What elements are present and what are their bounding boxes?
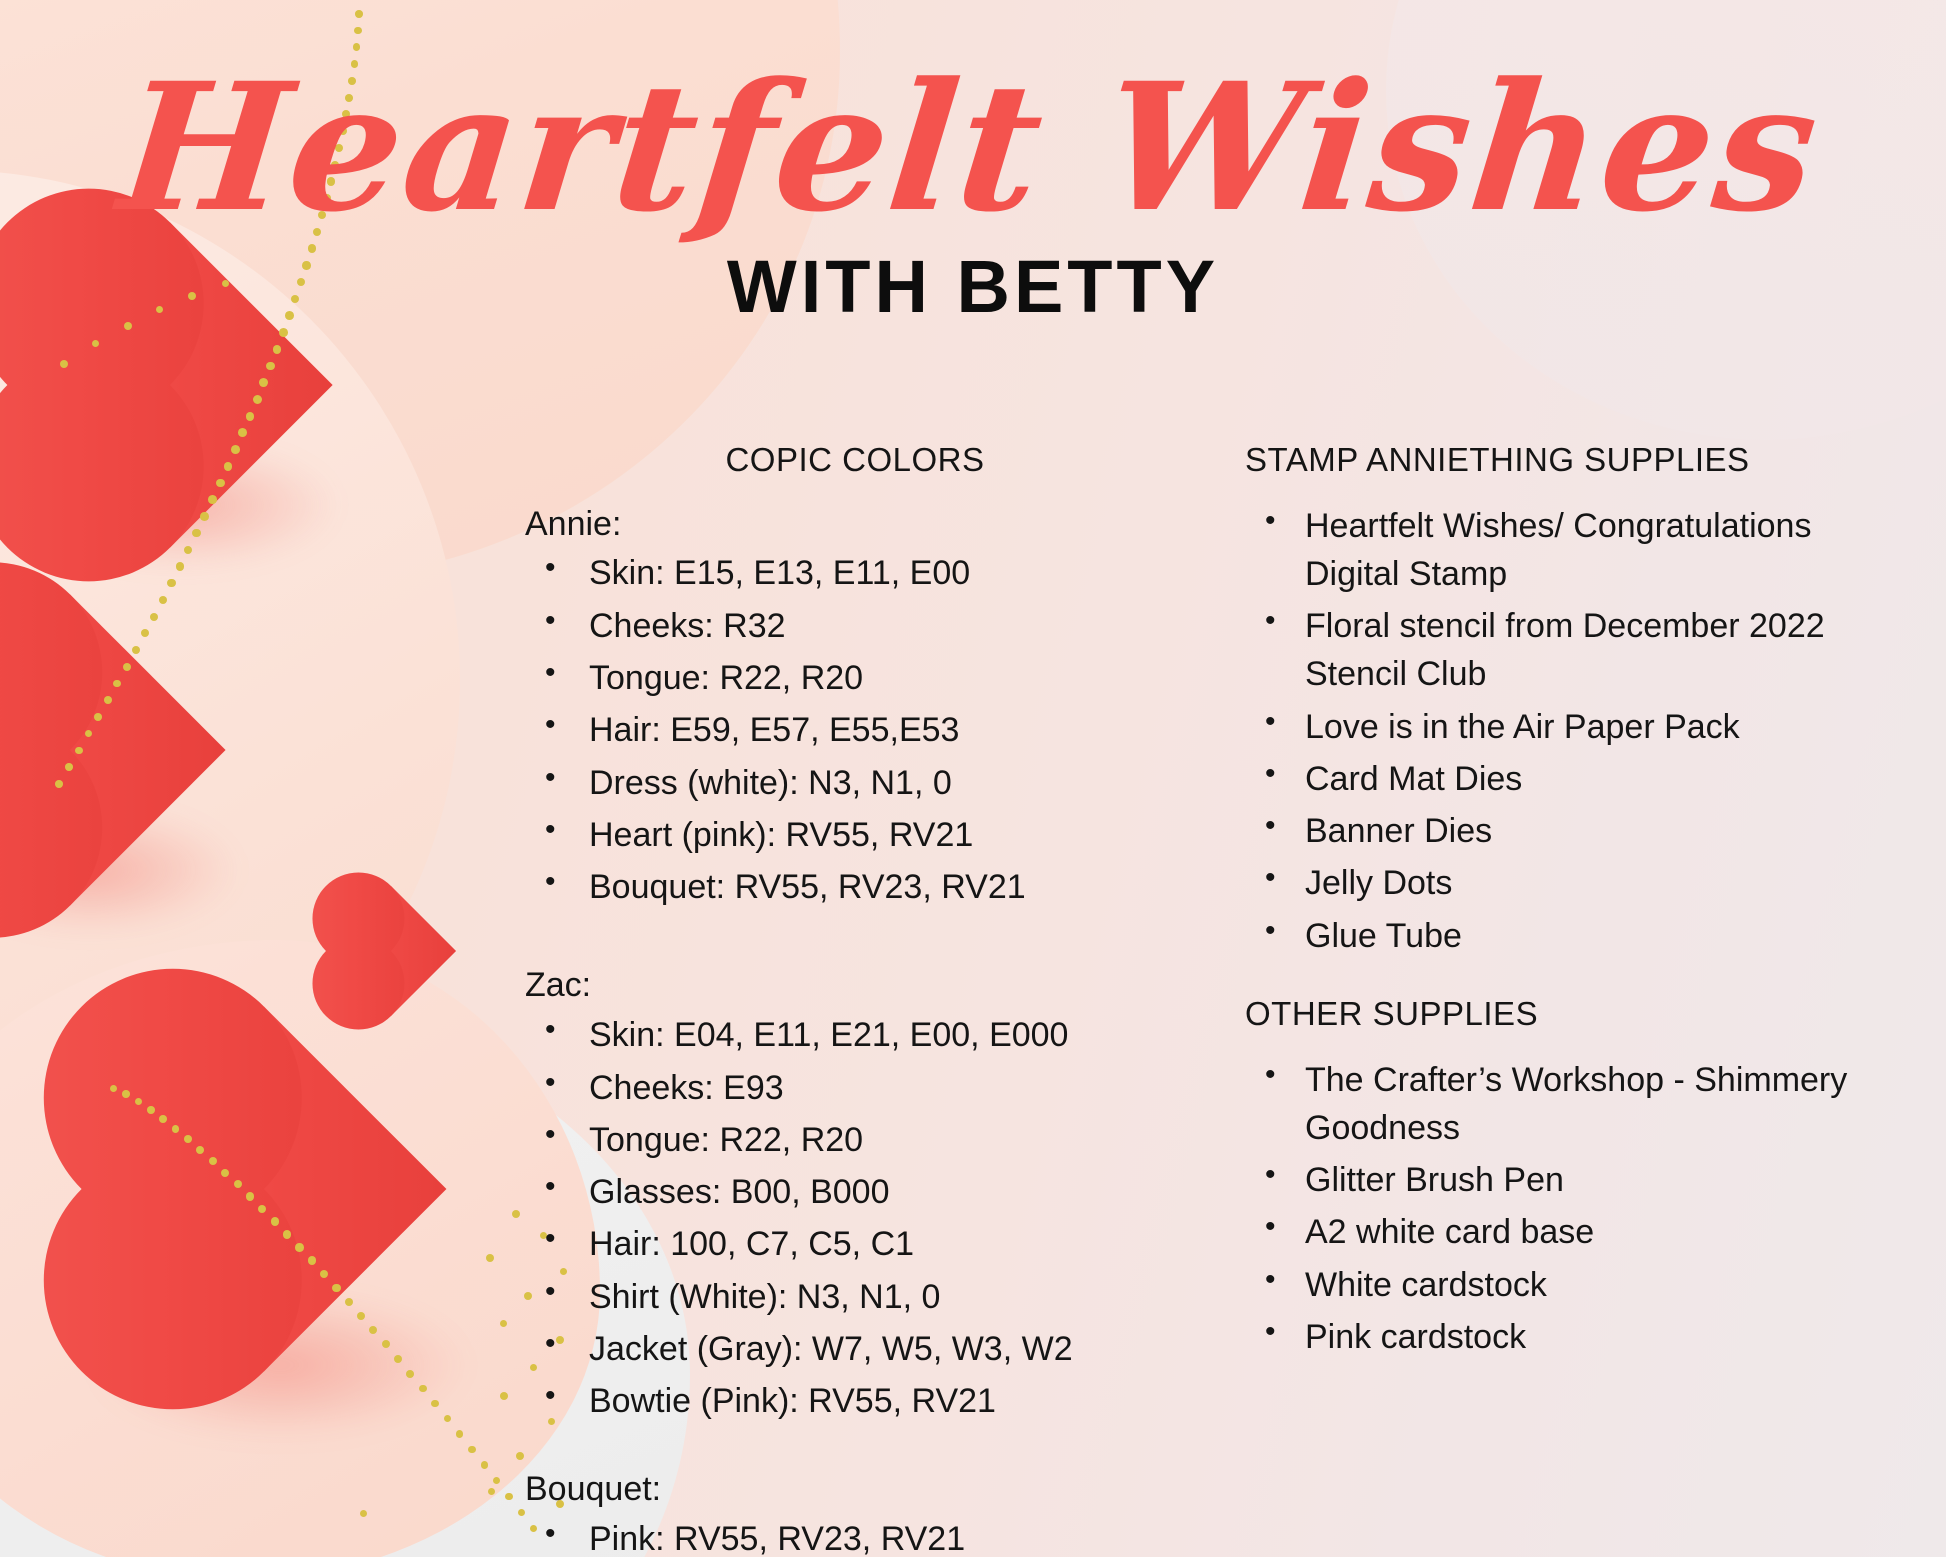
list-item: Cheeks: E93 xyxy=(541,1061,1185,1112)
spacer xyxy=(525,915,1185,963)
stamp-supplies-heading: STAMP ANNIETHING SUPPLIES xyxy=(1245,441,1750,478)
group-title-annie: Annie: xyxy=(525,504,622,543)
group-zac: Zac: Skin: E04, E11, E21, E00, E000 Chee… xyxy=(525,963,1185,1425)
list-item: Glue Tube xyxy=(1261,910,1865,960)
gold-dot xyxy=(266,361,275,371)
list-item: Shirt (White): N3, N1, 0 xyxy=(541,1271,1185,1321)
list-item: Dress (white): N3, N1, 0 xyxy=(541,757,1185,807)
list-item: Glasses: B00, B000 xyxy=(541,1166,1185,1216)
list-item: Pink cardstock xyxy=(1261,1311,1865,1361)
page-subtitle: WITH BETTY xyxy=(726,245,1220,328)
list-item: Hair: E59, E57, E55,E53 xyxy=(541,704,1185,754)
group-title-zac: Zac: xyxy=(525,966,592,1005)
group-annie: Annie: Skin: E15, E13, E11, E00 Cheeks: … xyxy=(525,502,1185,912)
group-bouquet: Bouquet: Pink: RV55, RV23, RV21 xyxy=(525,1467,1185,1557)
list-item: The Crafter’s Workshop - Shimmery Goodne… xyxy=(1261,1054,1865,1153)
gold-dot xyxy=(92,340,99,347)
supplies-column: STAMP ANNIETHING SUPPLIES Heartfelt Wish… xyxy=(1245,440,1865,1557)
gold-dot xyxy=(259,378,269,388)
list-item: Jacket (Gray): W7, W5, W3, W2 xyxy=(541,1323,1185,1373)
list-item: Heartfelt Wishes/ Congratulations Digita… xyxy=(1261,500,1865,599)
list-bouquet-colors: Pink: RV55, RV23, RV21 xyxy=(525,1513,1185,1557)
list-item: Skin: E04, E11, E21, E00, E000 xyxy=(541,1009,1185,1059)
poster-header: Heartfelt Wishes WITH BETTY xyxy=(0,0,1946,324)
list-item: Love is in the Air Paper Pack xyxy=(1261,701,1865,751)
list-zac-colors: Skin: E04, E11, E21, E00, E000 Cheeks: E… xyxy=(525,1009,1185,1425)
list-item: Cheeks: R32 xyxy=(541,600,1185,650)
list-item: Banner Dies xyxy=(1261,805,1865,855)
spacer xyxy=(1245,964,1865,994)
list-item: A2 white card base xyxy=(1261,1206,1865,1256)
list-item: Skin: E15, E13, E11, E00 xyxy=(541,547,1185,597)
other-supplies-heading: OTHER SUPPLIES xyxy=(1245,994,1539,1032)
list-item: Tongue: R22, R20 xyxy=(541,652,1185,702)
list-item: Hair: 100, C7, C5, C1 xyxy=(541,1218,1185,1268)
list-item: Floral stencil from December 2022 Stenci… xyxy=(1261,600,1865,699)
copic-colors-heading: COPIC COLORS xyxy=(725,441,985,478)
list-item: Jelly Dots xyxy=(1261,857,1865,907)
gold-dot xyxy=(272,344,282,354)
list-other-supplies: The Crafter’s Workshop - Shimmery Goodne… xyxy=(1245,1054,1865,1362)
list-item: Card Mat Dies xyxy=(1261,753,1865,803)
gold-dot xyxy=(278,328,288,337)
list-item: White cardstock xyxy=(1261,1259,1865,1309)
supply-lists: COPIC COLORS Annie: Skin: E15, E13, E11,… xyxy=(0,440,1946,1557)
list-item: Bowtie (Pink): RV55, RV21 xyxy=(541,1375,1185,1425)
list-item: Heart (pink): RV55, RV21 xyxy=(541,809,1185,859)
copic-colors-column: COPIC COLORS Annie: Skin: E15, E13, E11,… xyxy=(525,440,1185,1557)
list-item: Glitter Brush Pen xyxy=(1261,1154,1865,1204)
gold-dot xyxy=(238,428,248,438)
list-stamp-supplies: Heartfelt Wishes/ Congratulations Digita… xyxy=(1245,500,1865,960)
gold-dot xyxy=(245,411,255,421)
list-item: Pink: RV55, RV23, RV21 xyxy=(541,1513,1185,1557)
list-annie-colors: Skin: E15, E13, E11, E00 Cheeks: R32 Ton… xyxy=(525,547,1185,911)
list-item: Bouquet: RV55, RV23, RV21 xyxy=(541,861,1185,911)
gold-dot xyxy=(252,395,262,404)
list-item: Tongue: R22, R20 xyxy=(541,1114,1185,1164)
page-title: Heartfelt Wishes xyxy=(111,44,1829,251)
gold-dot xyxy=(60,360,68,368)
group-title-bouquet: Bouquet: xyxy=(525,1470,662,1509)
